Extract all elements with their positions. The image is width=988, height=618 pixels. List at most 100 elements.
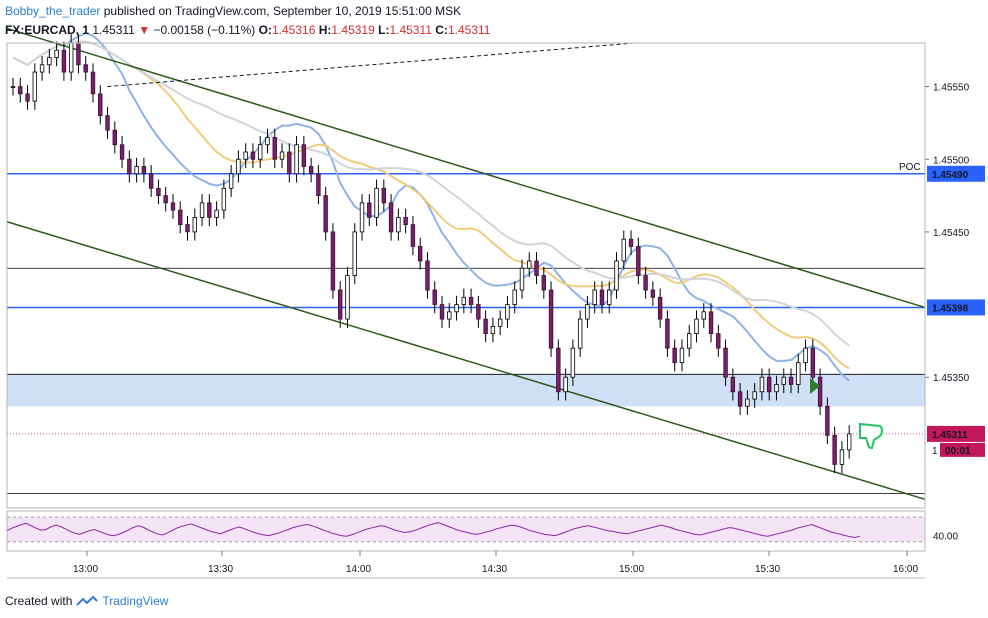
candle-body	[105, 115, 110, 131]
candle-body	[788, 376, 794, 385]
rsi-pane: 40.00	[6, 516, 958, 543]
candle-body	[76, 42, 81, 66]
candle-body	[367, 202, 372, 218]
annotations	[810, 378, 883, 450]
candle-body	[716, 333, 721, 349]
candle-body	[846, 433, 852, 451]
candle-body	[330, 231, 336, 291]
author-name[interactable]: Bobby_the_trader	[5, 4, 101, 18]
candle-body	[352, 231, 357, 276]
candle-body	[294, 144, 299, 175]
candle-body	[25, 93, 30, 102]
candle-body	[650, 289, 656, 298]
candle-body	[723, 347, 728, 378]
chart-header-quote: FX:EURCAD, 1 1.45311 ▼ −0.00158 (−0.11%)…	[5, 23, 490, 37]
candle-body	[228, 173, 234, 189]
candle-body	[817, 376, 823, 407]
open-label: O:	[258, 23, 272, 37]
candle-body	[599, 289, 605, 305]
candle-body	[83, 64, 88, 73]
support-zone	[7, 374, 925, 407]
candle-body	[112, 129, 117, 146]
candle-body	[476, 304, 481, 320]
x-tick-label: 14:30	[482, 564, 507, 575]
candle-body	[519, 267, 525, 291]
price-label-text: 1.45311	[932, 430, 968, 441]
candle-body	[621, 238, 626, 262]
y-tick-label: 1.45450	[933, 228, 970, 239]
candle-body	[577, 318, 583, 349]
x-tick-label: 13:30	[208, 564, 233, 575]
candle-body	[614, 260, 619, 291]
candle-body	[345, 275, 350, 320]
candle-body	[54, 49, 59, 58]
close-label: C:	[435, 23, 448, 37]
rsi-line	[6, 522, 861, 539]
last-price: 1.45311	[92, 23, 135, 37]
candle-body	[10, 86, 16, 88]
candle-body	[214, 209, 219, 218]
candle-body	[374, 187, 379, 218]
candle-body	[156, 187, 161, 196]
moving-average-line	[12, 31, 850, 382]
price-label-box	[927, 425, 985, 442]
y-tick-label: 1.45500	[933, 155, 970, 166]
candle-body	[810, 347, 816, 378]
candle-body	[243, 151, 248, 160]
channel-upper-line	[6, 27, 926, 309]
candle-body	[250, 151, 256, 160]
candle-body	[672, 347, 677, 364]
candle-body	[61, 49, 67, 73]
x-tick-label: 14:00	[346, 564, 371, 575]
candle-body	[163, 195, 168, 204]
candle-body	[701, 311, 706, 320]
countdown-box	[940, 442, 985, 457]
rsi-band	[7, 517, 925, 542]
candle-body	[556, 347, 561, 393]
horizontal-levels	[7, 173, 925, 494]
candle-body	[32, 71, 38, 102]
candle-body	[534, 260, 539, 276]
candle-body	[287, 151, 292, 175]
candle-body	[767, 376, 772, 393]
candle-body	[628, 238, 634, 247]
created-with-text: Created with	[5, 594, 73, 608]
candle-body	[192, 216, 197, 233]
candle-body	[745, 398, 750, 407]
candle-body	[454, 304, 459, 313]
axes: 1.45550 1.45500 1.45450 1.45350 1.45490 1.453…	[6, 42, 985, 579]
candle-body	[468, 296, 474, 305]
price-label-box	[927, 299, 985, 316]
price-label-text: 1.45490	[932, 170, 969, 181]
candle-body	[134, 166, 139, 175]
high-value: 1.45319	[331, 23, 375, 37]
close-value: 1.45311	[447, 23, 491, 37]
candle-body	[417, 246, 423, 262]
low-label: L:	[378, 23, 390, 37]
candle-body	[541, 275, 546, 291]
candle-body	[403, 216, 408, 226]
candle-body	[359, 202, 365, 233]
candle-body	[643, 275, 648, 291]
candle-body	[563, 376, 568, 393]
candle-body	[694, 318, 699, 335]
candle-body	[570, 347, 576, 378]
candle-body	[759, 376, 765, 393]
candle-body	[774, 384, 779, 393]
candle-body	[832, 434, 837, 465]
candle-body	[148, 173, 154, 189]
tradingview-brand[interactable]: TradingView	[102, 594, 169, 608]
poc-label: POC	[899, 162, 921, 173]
chart-header-publisher: Bobby_the_trader published on TradingVie…	[5, 4, 461, 18]
candle-body	[185, 224, 190, 233]
high-label: H:	[318, 23, 332, 37]
countdown-text: 00:01	[945, 446, 971, 457]
candle-body	[687, 333, 692, 349]
open-value: 1.45316	[271, 23, 316, 37]
candle-body	[265, 137, 270, 146]
green-arrow-icon	[810, 378, 820, 394]
rsi-pane-frame	[6, 510, 926, 552]
candle-body	[803, 347, 808, 364]
candle-body	[236, 158, 241, 175]
